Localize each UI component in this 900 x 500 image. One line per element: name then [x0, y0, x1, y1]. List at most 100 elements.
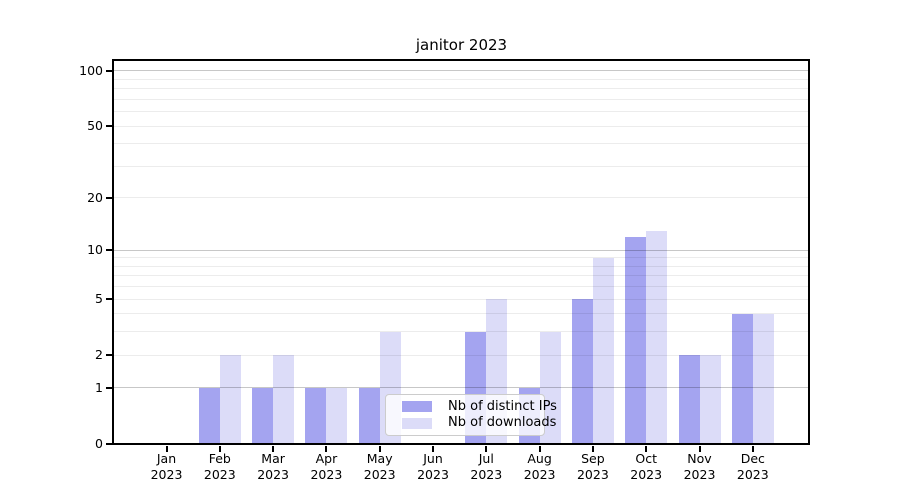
x-tick-label-line: Aug	[527, 451, 552, 466]
x-tick-label-line: 2023	[363, 466, 396, 482]
bar-nb-of-downloads-apr-2023	[326, 387, 348, 443]
bar-nb-of-distinct-ips-dec-2023	[731, 313, 753, 443]
legend-entry-downloads: Nb of downloads	[402, 416, 556, 430]
x-tick-mark-mar-2023	[272, 446, 275, 452]
x-tick-mark-may-2023	[378, 446, 381, 452]
gridline-minor-7	[114, 275, 808, 277]
x-tick-label-line: Feb	[208, 451, 231, 466]
x-tick-mark-jan-2023	[165, 446, 168, 452]
y-tick-label-2: 2	[95, 347, 103, 363]
x-tick-mark-apr-2023	[325, 446, 328, 452]
y-tick-mark-2	[106, 354, 113, 357]
gridline-major-10	[114, 249, 808, 251]
x-tick-label-line: 2023	[523, 466, 556, 482]
bar-nb-of-distinct-ips-feb-2023	[198, 387, 220, 443]
gridline-minor-50	[114, 125, 808, 127]
x-tick-label-line: Sep	[581, 451, 605, 466]
bar-nb-of-distinct-ips-mar-2023	[252, 387, 274, 443]
gridline-minor-8	[114, 265, 808, 267]
gridline-major-100	[114, 70, 808, 72]
x-tick-label-line: 2023	[683, 466, 716, 482]
gridline-minor-70	[114, 98, 808, 100]
x-tick-mark-feb-2023	[218, 446, 221, 452]
gridline-minor-3	[114, 331, 808, 333]
x-tick-label-line: 2023	[150, 466, 183, 482]
chart-title: janitor 2023	[415, 36, 508, 54]
y-tick-mark-10	[106, 249, 113, 252]
y-tick-label-1: 1	[95, 379, 103, 395]
x-tick-label-mar-2023: Mar 2023	[241, 451, 305, 482]
x-tick-label-dec-2023: Dec 2023	[721, 451, 785, 482]
bar-nb-of-downloads-mar-2023	[273, 355, 295, 443]
bar-nb-of-downloads-oct-2023	[646, 230, 668, 443]
gridline-minor-9	[114, 257, 808, 259]
legend-label-downloads: Nb of downloads	[448, 415, 557, 431]
bar-nb-of-distinct-ips-nov-2023	[678, 355, 700, 443]
x-tick-label-jun-2023: Jun 2023	[401, 451, 465, 482]
x-tick-label-line: 2023	[736, 466, 769, 482]
gridline-minor-4	[114, 313, 808, 315]
x-tick-label-oct-2023: Oct 2023	[614, 451, 678, 482]
y-tick-label-100: 100	[79, 62, 103, 78]
x-tick-mark-jul-2023	[485, 446, 488, 452]
x-tick-label-line: Jan	[156, 451, 177, 466]
x-tick-label-line: 2023	[310, 466, 343, 482]
y-tick-label-5: 5	[95, 291, 103, 307]
x-tick-label-apr-2023: Apr 2023	[294, 451, 358, 482]
y-tick-label-20: 20	[87, 189, 103, 205]
x-tick-label-feb-2023: Feb 2023	[188, 451, 252, 482]
x-tick-label-line: 2023	[470, 466, 503, 482]
bar-nb-of-downloads-nov-2023	[699, 355, 721, 443]
gridline-minor-5	[114, 298, 808, 300]
bar-nb-of-downloads-feb-2023	[219, 355, 241, 443]
gridline-minor-90	[114, 78, 808, 80]
x-tick-label-may-2023: May 2023	[348, 451, 412, 482]
legend-label-distinct-ips: Nb of distinct IPs	[448, 398, 557, 414]
y-tick-mark-1	[106, 386, 113, 389]
x-tick-label-line: Oct	[635, 451, 657, 466]
bar-nb-of-downloads-dec-2023	[752, 313, 774, 443]
gridline-minor-60	[114, 111, 808, 113]
gridline-minor-6	[114, 286, 808, 288]
x-tick-mark-sep-2023	[591, 446, 594, 452]
x-tick-mark-nov-2023	[698, 446, 701, 452]
bar-nb-of-distinct-ips-sep-2023	[571, 299, 593, 443]
x-tick-label-line: 2023	[576, 466, 609, 482]
x-tick-label-line: 2023	[417, 466, 449, 482]
bar-nb-of-distinct-ips-may-2023	[358, 387, 380, 443]
x-tick-label-jan-2023: Jan 2023	[135, 451, 199, 482]
x-tick-label-line: 2023	[257, 466, 289, 482]
y-tick-mark-20	[106, 196, 113, 199]
x-tick-label-line: May	[366, 451, 393, 466]
y-tick-mark-100	[106, 69, 113, 72]
x-tick-label-line: Jul	[478, 451, 494, 466]
gridline-minor-30	[114, 165, 808, 167]
x-tick-label-line: Jun	[423, 451, 443, 466]
bar-nb-of-downloads-sep-2023	[592, 257, 614, 443]
x-tick-label-line: Mar	[261, 451, 285, 466]
x-tick-mark-dec-2023	[751, 446, 754, 452]
legend-entry-distinct-ips: Nb of distinct IPs	[402, 399, 557, 414]
x-tick-label-aug-2023: Aug 2023	[508, 451, 572, 482]
x-tick-mark-jun-2023	[432, 446, 434, 452]
y-tick-mark-50	[106, 125, 113, 128]
bar-nb-of-distinct-ips-oct-2023	[625, 236, 647, 443]
x-tick-label-line: 2023	[630, 466, 663, 482]
y-tick-label-50: 50	[87, 118, 103, 134]
x-tick-label-line: Dec	[740, 451, 765, 466]
legend: Nb of distinct IPs Nb of downloads	[385, 394, 557, 436]
x-tick-label-line: 2023	[203, 466, 236, 482]
x-tick-label-line: Nov	[687, 451, 712, 466]
x-tick-label-nov-2023: Nov 2023	[668, 451, 732, 482]
y-tick-mark-0	[106, 443, 113, 445]
gridline-minor-20	[114, 197, 808, 199]
gridline-minor-80	[114, 88, 808, 90]
legend-swatch-distinct-ips-icon	[402, 401, 432, 413]
y-tick-label-0: 0	[95, 436, 103, 451]
gridline-minor-40	[114, 143, 808, 145]
x-tick-label-sep-2023: Sep 2023	[561, 451, 625, 482]
bar-nb-of-distinct-ips-apr-2023	[305, 387, 327, 443]
